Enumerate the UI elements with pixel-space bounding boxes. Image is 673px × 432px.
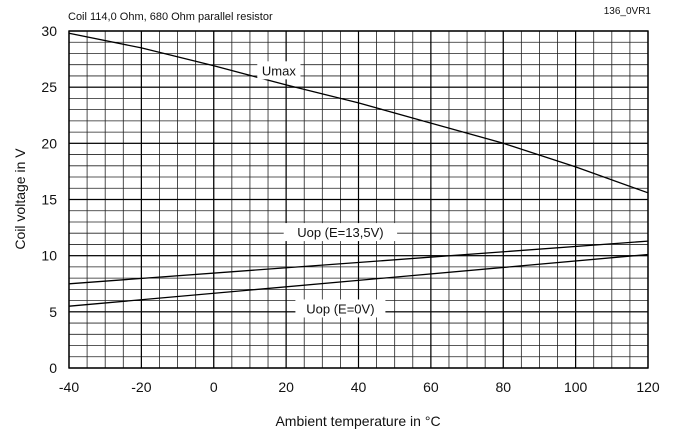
series-label: Uop (E=0V) [306, 301, 374, 316]
y-tick-label: 25 [41, 79, 57, 95]
x-tick-label: 20 [278, 379, 294, 395]
series-lines [68, 32, 649, 307]
x-tick-label: -40 [59, 379, 79, 395]
y-tick-label: 0 [49, 360, 57, 376]
x-tick-label: 80 [495, 379, 511, 395]
x-tick-label: -20 [131, 379, 151, 395]
y-tick-label: 20 [41, 135, 57, 151]
series-label-bg [257, 61, 301, 80]
y-axis-label: Coil voltage in V [12, 148, 28, 250]
y-tick-label: 30 [41, 23, 57, 39]
series-label: Umax [262, 63, 296, 78]
x-tick-label: 40 [351, 379, 367, 395]
series-label-bg [283, 223, 398, 242]
y-tick-label: 5 [49, 304, 57, 320]
chart-code: 136_0VR1 [604, 6, 652, 17]
series-label-bg [295, 299, 386, 318]
x-tick-label: 120 [636, 379, 660, 395]
chart-title: Coil 114,0 Ohm, 680 Ohm parallel resisto… [68, 11, 273, 23]
x-tick-label: 100 [564, 379, 588, 395]
series-line [68, 32, 649, 194]
y-axis-ticks: 0 5 10 15 20 25 30 [41, 23, 57, 376]
x-axis-label: Ambient temperature in °C [275, 413, 440, 429]
series-label: Uop (E=13,5V) [297, 225, 383, 240]
y-tick-label: 15 [41, 192, 57, 208]
series-labels: Umax Uop (E=13,5V) Uop (E=0V) [257, 61, 398, 318]
series-line [68, 253, 649, 307]
x-axis-ticks: -40 -20 0 20 40 60 80 100 120 [59, 379, 660, 395]
x-tick-label: 60 [423, 379, 439, 395]
y-tick-label: 10 [41, 248, 57, 264]
x-tick-label: 0 [210, 379, 218, 395]
series-line [68, 240, 649, 285]
